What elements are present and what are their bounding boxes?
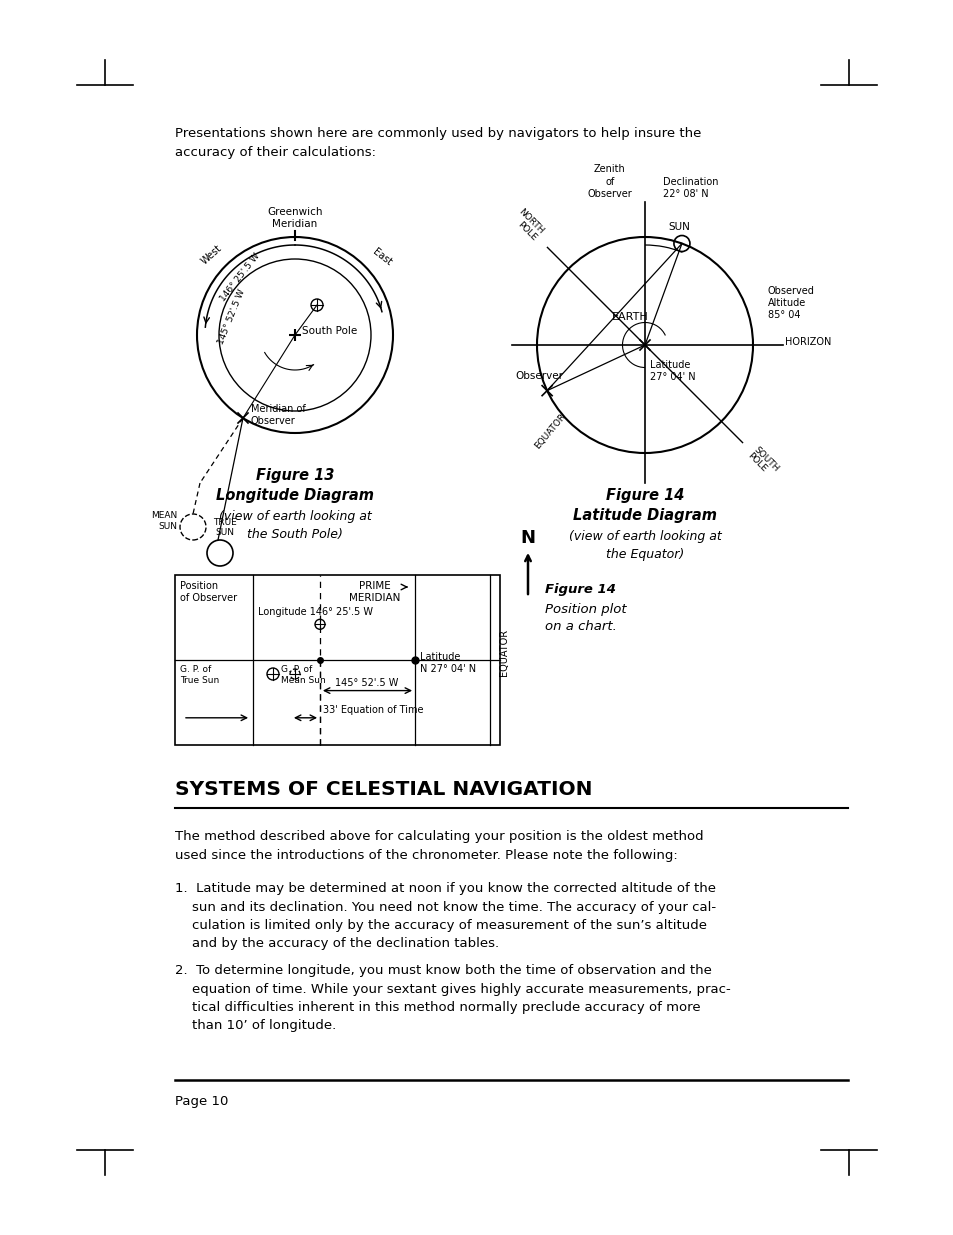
Text: Latitude Diagram: Latitude Diagram (573, 508, 717, 522)
Text: MERIDIAN: MERIDIAN (349, 593, 400, 603)
Text: Meridian of
Observer: Meridian of Observer (251, 404, 305, 426)
Text: EQUATOR: EQUATOR (532, 412, 567, 451)
Text: 146° 25'.5 W: 146° 25'.5 W (218, 251, 261, 303)
Text: Observer: Observer (515, 370, 562, 380)
Text: Page 10: Page 10 (174, 1095, 228, 1108)
Text: (view of earth looking at
the Equator): (view of earth looking at the Equator) (568, 530, 720, 561)
Text: 145° 52'.5 W: 145° 52'.5 W (216, 288, 247, 346)
Text: Position
of Observer: Position of Observer (180, 580, 237, 604)
Text: East: East (371, 247, 394, 268)
Text: 2.  To determine longitude, you must know both the time of observation and the
 : 2. To determine longitude, you must know… (174, 965, 730, 1032)
Text: 33' Equation of Time: 33' Equation of Time (323, 705, 423, 715)
Text: G. P. of
Mean Sun: G. P. of Mean Sun (281, 664, 325, 685)
Text: Observed
Altitude
85° 04: Observed Altitude 85° 04 (767, 285, 814, 320)
Text: Figure 14: Figure 14 (605, 488, 683, 503)
Text: MEAN
SUN: MEAN SUN (151, 511, 177, 531)
Text: SOUTH
POLE: SOUTH POLE (745, 445, 781, 480)
Text: TRUE
SUN: TRUE SUN (213, 517, 236, 537)
Text: The method described above for calculating your position is the oldest method
us: The method described above for calculati… (174, 830, 703, 862)
Text: Greenwich
Meridian: Greenwich Meridian (267, 206, 322, 228)
Text: EARTH: EARTH (611, 312, 648, 322)
Text: South Pole: South Pole (302, 326, 356, 336)
Text: Longitude Diagram: Longitude Diagram (215, 488, 374, 503)
Text: G. P. of
True Sun: G. P. of True Sun (180, 664, 219, 685)
Text: Longitude 146° 25'.5 W: Longitude 146° 25'.5 W (257, 606, 373, 618)
Text: (view of earth looking at
the South Pole): (view of earth looking at the South Pole… (218, 510, 371, 541)
Text: SUN: SUN (667, 221, 689, 231)
Text: 145° 52'.5 W: 145° 52'.5 W (335, 678, 398, 688)
Text: 1.  Latitude may be determined at noon if you know the corrected altitude of the: 1. Latitude may be determined at noon if… (174, 882, 716, 951)
Text: Latitude
N 27° 04' N: Latitude N 27° 04' N (419, 652, 476, 674)
Text: HORIZON: HORIZON (784, 337, 830, 347)
Text: Position plot
on a chart.: Position plot on a chart. (544, 603, 626, 634)
Text: Declination
22° 08' N: Declination 22° 08' N (662, 177, 718, 199)
Text: Figure 13: Figure 13 (255, 468, 334, 483)
Text: PRIME: PRIME (358, 580, 391, 592)
Text: SYSTEMS OF CELESTIAL NAVIGATION: SYSTEMS OF CELESTIAL NAVIGATION (174, 781, 592, 799)
Text: Presentations shown here are commonly used by navigators to help insure the
accu: Presentations shown here are commonly us… (174, 127, 700, 159)
Text: Figure 14: Figure 14 (544, 583, 616, 597)
Text: Latitude
27° 04' N: Latitude 27° 04' N (649, 359, 695, 383)
Text: West: West (199, 243, 223, 267)
Text: Zenith
of
Observer: Zenith of Observer (587, 164, 632, 199)
Bar (174, 576, 499, 745)
Text: N: N (520, 529, 535, 547)
Text: EQUATOR: EQUATOR (498, 629, 509, 676)
Text: NORTH
POLE: NORTH POLE (510, 207, 545, 242)
